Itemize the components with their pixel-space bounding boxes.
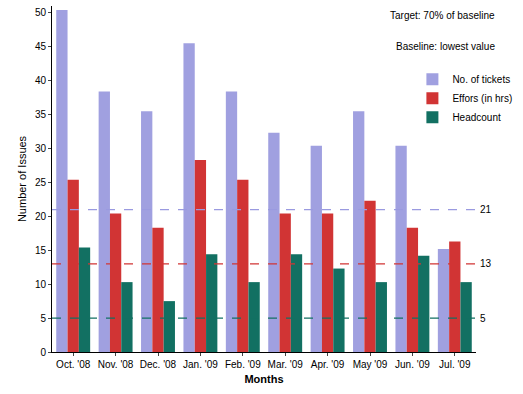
svg-text:Oct. '08: Oct. '08 bbox=[56, 359, 91, 370]
svg-text:50: 50 bbox=[35, 7, 47, 18]
svg-text:Feb. '09: Feb. '09 bbox=[225, 359, 261, 370]
svg-text:Months: Months bbox=[244, 373, 283, 385]
svg-text:Number of Issues: Number of Issues bbox=[16, 135, 28, 222]
svg-text:21: 21 bbox=[480, 204, 492, 215]
svg-text:Dec. '08: Dec. '08 bbox=[140, 359, 177, 370]
svg-text:35: 35 bbox=[35, 109, 47, 120]
svg-text:5: 5 bbox=[40, 313, 46, 324]
svg-text:40: 40 bbox=[35, 75, 47, 86]
svg-text:Jul. '09: Jul. '09 bbox=[439, 359, 471, 370]
svg-text:Jan. '09: Jan. '09 bbox=[183, 359, 218, 370]
svg-text:Headcount: Headcount bbox=[452, 112, 501, 123]
svg-text:25: 25 bbox=[35, 177, 47, 188]
svg-text:Mar. '09: Mar. '09 bbox=[268, 359, 304, 370]
svg-text:10: 10 bbox=[35, 279, 47, 290]
svg-text:No. of tickets: No. of tickets bbox=[452, 74, 510, 85]
svg-text:Jun. '09: Jun. '09 bbox=[395, 359, 430, 370]
svg-text:13: 13 bbox=[480, 258, 492, 269]
svg-text:15: 15 bbox=[35, 245, 47, 256]
svg-text:5: 5 bbox=[480, 313, 486, 324]
svg-text:Target: 70% of baseline: Target: 70% of baseline bbox=[390, 10, 495, 21]
svg-text:Nov. '08: Nov. '08 bbox=[98, 359, 134, 370]
svg-text:20: 20 bbox=[35, 211, 47, 222]
svg-text:Baseline: lowest value: Baseline: lowest value bbox=[396, 41, 495, 52]
svg-text:Apr. '09: Apr. '09 bbox=[311, 359, 345, 370]
svg-text:Effors (in hrs): Effors (in hrs) bbox=[452, 93, 512, 104]
svg-text:0: 0 bbox=[40, 347, 46, 358]
svg-text:45: 45 bbox=[35, 41, 47, 52]
svg-text:30: 30 bbox=[35, 143, 47, 154]
svg-text:May '09: May '09 bbox=[353, 359, 388, 370]
